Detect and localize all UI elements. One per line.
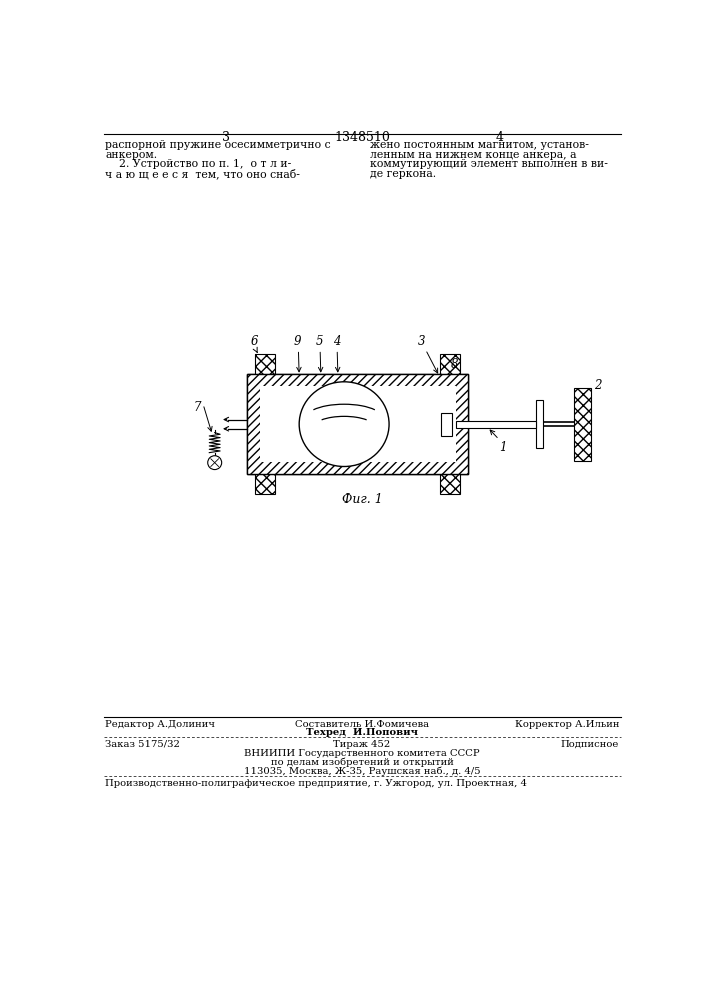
Bar — [247, 386, 259, 462]
Text: 5: 5 — [315, 335, 323, 348]
Bar — [440, 354, 460, 374]
Text: Тираж 452: Тираж 452 — [333, 740, 390, 749]
Text: Составитель И.Фомичева: Составитель И.Фомичева — [295, 720, 429, 729]
Text: 1348510: 1348510 — [334, 131, 390, 144]
Text: 9: 9 — [294, 335, 301, 348]
Bar — [537, 400, 543, 448]
Text: де геркона.: де геркона. — [370, 169, 436, 179]
Text: Производственно-полиграфическое предприятие, г. Ужгород, ул. Проектная, 4: Производственно-полиграфическое предприя… — [105, 779, 527, 788]
Text: 3: 3 — [418, 335, 426, 348]
Text: 6: 6 — [250, 335, 258, 348]
Bar — [247, 374, 468, 386]
Text: Техред  И.Попович: Техред И.Попович — [306, 728, 418, 737]
Bar — [255, 354, 275, 374]
Bar — [247, 386, 259, 462]
Bar — [247, 462, 468, 474]
Text: 2: 2 — [594, 379, 601, 392]
Text: по делам изобретений и открытий: по делам изобретений и открытий — [271, 758, 453, 767]
Text: ленным на нижнем конце анкера, а: ленным на нижнем конце анкера, а — [370, 150, 576, 160]
Bar — [456, 386, 468, 462]
Ellipse shape — [299, 382, 389, 467]
Bar — [247, 374, 468, 386]
Bar — [440, 474, 460, 494]
Text: 2. Устройство по п. 1,  о т л и-: 2. Устройство по п. 1, о т л и- — [105, 159, 292, 169]
Bar — [247, 374, 468, 474]
Bar — [573, 388, 590, 461]
Text: анкером.: анкером. — [105, 150, 158, 160]
Text: Фиг. 1: Фиг. 1 — [341, 493, 382, 506]
Bar — [247, 462, 468, 474]
Bar — [440, 354, 460, 374]
Bar — [456, 386, 468, 462]
Bar — [247, 374, 468, 474]
Text: 113035, Москва, Ж-35, Раушская наб., д. 4/5: 113035, Москва, Ж-35, Раушская наб., д. … — [244, 766, 480, 776]
Text: Подписное: Подписное — [561, 740, 619, 749]
Text: ВНИИПИ Государственного комитета СССР: ВНИИПИ Государственного комитета СССР — [244, 749, 480, 758]
Text: Заказ 5175/32: Заказ 5175/32 — [105, 740, 180, 749]
Text: 7: 7 — [193, 401, 201, 414]
Bar — [441, 413, 452, 436]
Text: 4: 4 — [332, 335, 340, 348]
Bar — [255, 474, 275, 494]
Text: распорной пружине осесимметрично с: распорной пружине осесимметрично с — [105, 140, 331, 150]
Text: Редактор А.Долинич: Редактор А.Долинич — [105, 720, 216, 729]
Bar — [255, 474, 275, 494]
Bar — [573, 388, 590, 461]
Text: Корректор А.Ильин: Корректор А.Ильин — [515, 720, 619, 729]
Bar — [456, 421, 537, 428]
Bar — [440, 474, 460, 494]
Text: 1: 1 — [499, 441, 507, 454]
Text: жено постоянным магнитом, установ-: жено постоянным магнитом, установ- — [370, 140, 588, 150]
Text: ч а ю щ е е с я  тем, что оно снаб-: ч а ю щ е е с я тем, что оно снаб- — [105, 169, 300, 179]
Circle shape — [208, 456, 222, 470]
Text: коммутирующий элемент выполнен в ви-: коммутирующий элемент выполнен в ви- — [370, 159, 607, 169]
Text: 8: 8 — [451, 358, 459, 371]
Bar — [255, 354, 275, 374]
Text: 4: 4 — [495, 131, 503, 144]
Text: 3: 3 — [221, 131, 230, 144]
